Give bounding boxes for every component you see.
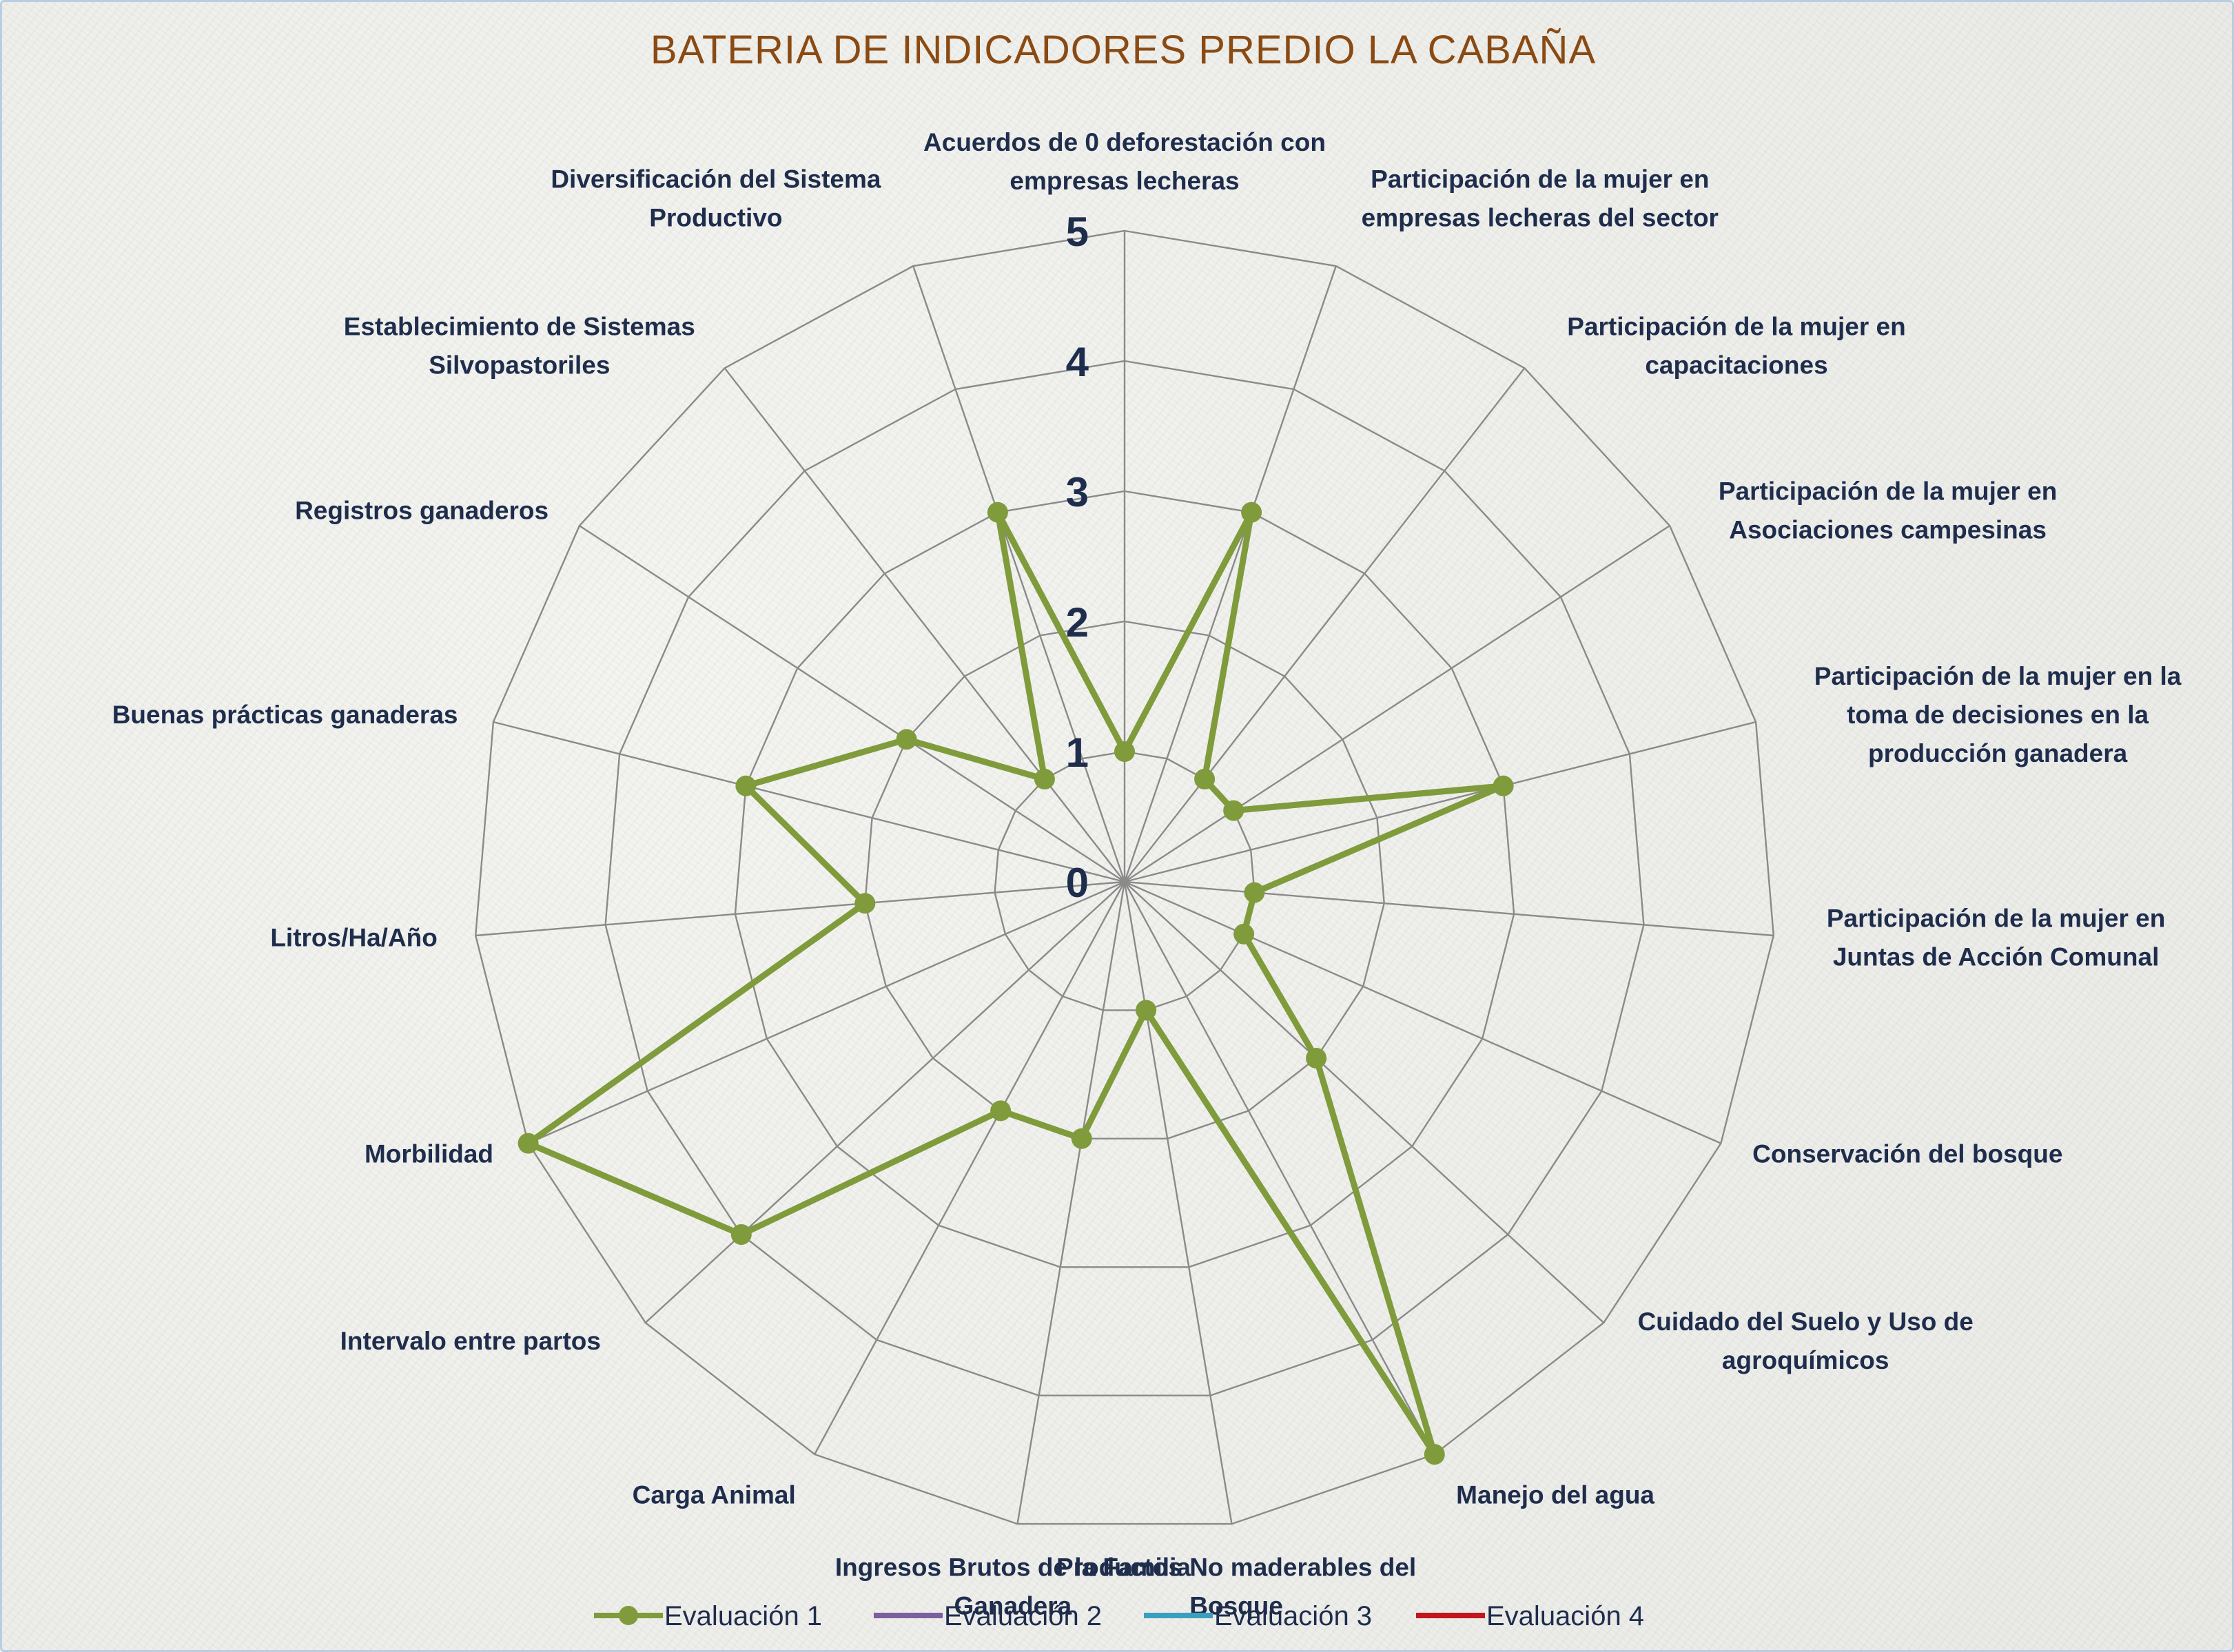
legend-label: Evaluación 4	[1486, 1601, 1644, 1631]
data-point	[735, 775, 757, 796]
category-labels: Acuerdos de 0 deforestación con empresas …	[112, 128, 2182, 1620]
data-point	[1233, 923, 1255, 944]
category-label: Participación de la mujer en capacitacion…	[1567, 313, 1905, 380]
legend-item: Evaluación 3	[1144, 1601, 1372, 1631]
legend-label: Evaluación 3	[1214, 1601, 1372, 1631]
grid-spoke	[1124, 881, 1605, 1323]
grid-spoke	[1124, 721, 1756, 883]
radial-tick-labels: 0 1 2 3 4 5	[1066, 209, 1089, 906]
category-label: Establecimiento de Sistemas Silvopastoril…	[344, 313, 695, 380]
radar-grid	[474, 229, 1775, 1525]
category-label: Intervalo entre partos	[340, 1327, 601, 1355]
category-label: Cuidado del Suelo y Uso de agroquímicos	[1638, 1308, 1974, 1374]
tick-label: 2	[1066, 599, 1089, 646]
category-label: Acuerdos de 0 deforestación con empresas …	[923, 128, 1326, 195]
category-label: Manejo del agua	[1456, 1480, 1654, 1509]
category-label: Conservación del bosque	[1752, 1140, 2062, 1168]
grid-spoke	[1124, 880, 1721, 1144]
data-point	[987, 502, 1008, 523]
legend-label: Evaluación 2	[944, 1601, 1102, 1631]
category-label: Participación de la mujer en Juntas de Ac…	[1827, 904, 2165, 971]
grid-spoke	[493, 721, 1125, 883]
data-point	[1244, 882, 1265, 903]
category-label: Litros/Ha/Año	[270, 923, 438, 951]
category-label: Participación de la mujer en la toma de d…	[1814, 662, 2182, 767]
data-point	[517, 1133, 539, 1154]
category-label: Diversificación del Sistema Productivo	[551, 165, 881, 231]
data-point	[854, 893, 876, 914]
grid-spoke	[1123, 265, 1337, 882]
grid-spoke	[1123, 881, 1435, 1455]
grid-spoke	[814, 881, 1126, 1455]
grid-ring-5	[474, 229, 1775, 1525]
tick-label: 4	[1066, 339, 1089, 385]
tick-label: 1	[1066, 730, 1089, 776]
category-label: Registros ganaderos	[295, 496, 549, 524]
data-point	[1306, 1048, 1327, 1068]
data-point	[1194, 768, 1216, 789]
legend-marker	[619, 1606, 638, 1625]
data-point	[1034, 768, 1055, 789]
grid-spoke	[1124, 367, 1526, 882]
data-point	[1136, 1000, 1157, 1021]
grid-ring-3	[734, 490, 1515, 1268]
category-label: Productos No maderables del Bosque	[1056, 1553, 1416, 1620]
data-point	[896, 729, 917, 750]
grid-spoke	[1124, 880, 1774, 937]
data-point	[1223, 800, 1244, 821]
grid-ring-4	[604, 360, 1645, 1396]
legend-item: Evaluación 4	[1416, 1601, 1644, 1631]
grid-spoke	[1124, 525, 1670, 883]
data-point	[1241, 502, 1262, 523]
category-label: Buenas prácticas ganaderas	[112, 701, 458, 729]
tick-label: 5	[1066, 209, 1089, 255]
data-point	[1493, 775, 1514, 796]
legend-label: Evaluación 1	[664, 1601, 822, 1631]
legend: Evaluación 1 Evaluación 2 Evaluación 3 Eval…	[594, 1601, 1644, 1631]
data-point	[1424, 1444, 1445, 1465]
chart-title: BATERIA DE INDICADORES PREDIO LA CABAÑA	[650, 28, 1596, 72]
grid-spoke	[724, 367, 1125, 882]
grid-spoke	[579, 525, 1125, 883]
grid-spoke	[1016, 881, 1126, 1525]
category-label: Participación de la mujer en empresas lec…	[1362, 165, 1719, 231]
tick-label: 3	[1066, 469, 1089, 515]
data-point	[730, 1224, 752, 1245]
grid-spoke	[644, 881, 1125, 1323]
data-point	[1114, 741, 1135, 762]
series-line-evaluacion-1	[525, 509, 1507, 1458]
series-layer	[517, 502, 1514, 1465]
grid-ring-2	[864, 620, 1385, 1140]
legend-item: Evaluación 1	[594, 1601, 822, 1631]
category-label: Ingresos Brutos de la Familia Ganadera	[835, 1553, 1191, 1620]
legend-item: Evaluación 2	[874, 1601, 1102, 1631]
tick-label: 0	[1066, 860, 1089, 906]
grid-spoke	[1123, 881, 1233, 1525]
category-label: Morbilidad	[365, 1140, 493, 1168]
category-label: Carga Animal	[633, 1480, 796, 1509]
grid-spoke	[475, 880, 1125, 937]
grid-spoke	[528, 880, 1125, 1144]
data-point	[990, 1100, 1012, 1122]
data-point	[1071, 1128, 1092, 1149]
grid-spoke	[912, 265, 1126, 882]
category-label: Participación de la mujer en Asociaciones…	[1719, 477, 2057, 544]
